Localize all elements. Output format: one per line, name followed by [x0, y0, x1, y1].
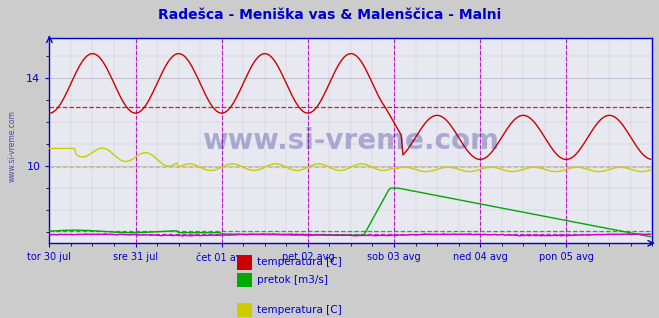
Text: temperatura [C]: temperatura [C] [257, 305, 342, 315]
Text: Radešca - Meniška vas & Malenščica - Malni: Radešca - Meniška vas & Malenščica - Mal… [158, 8, 501, 22]
Text: www.si-vreme.com: www.si-vreme.com [8, 110, 17, 182]
Text: pretok [m3/s]: pretok [m3/s] [257, 275, 328, 285]
Text: www.si-vreme.com: www.si-vreme.com [202, 127, 500, 155]
Text: temperatura [C]: temperatura [C] [257, 257, 342, 267]
